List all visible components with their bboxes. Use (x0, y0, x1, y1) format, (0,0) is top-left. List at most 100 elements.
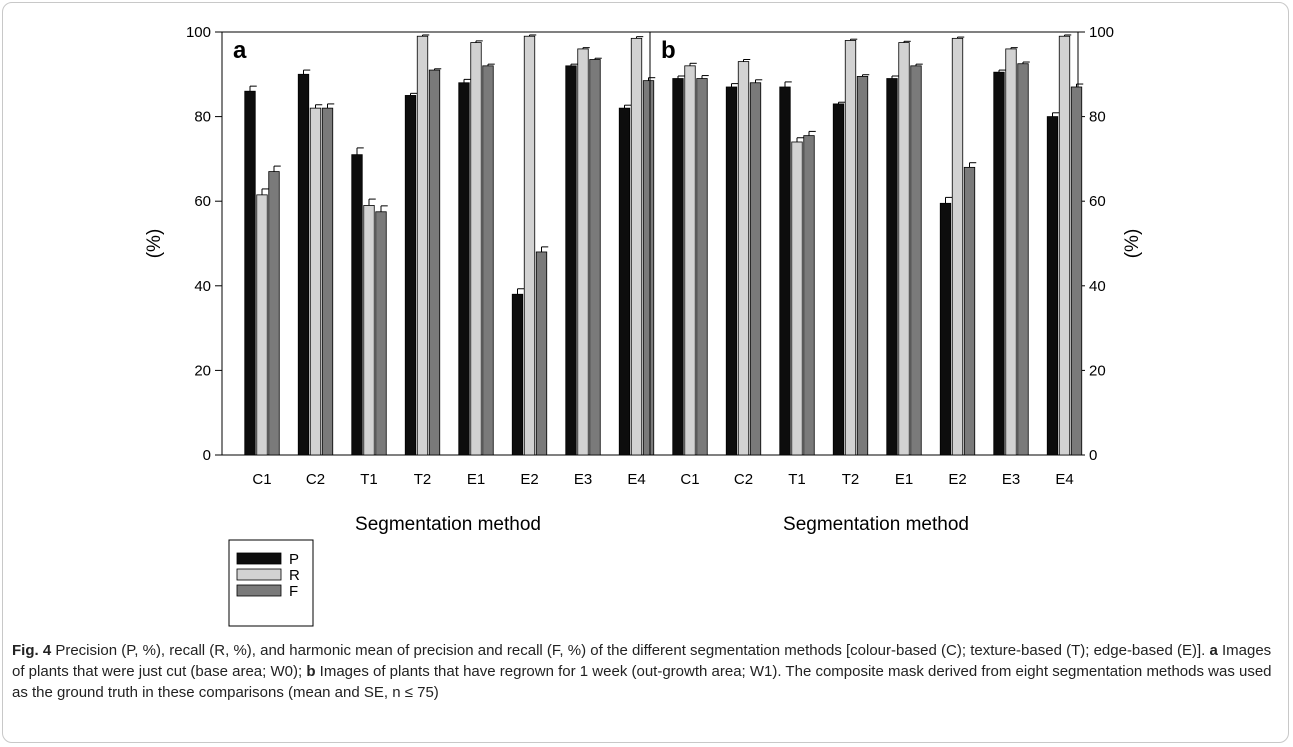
x-tick-label-E3: E3 (574, 471, 592, 488)
bar-R-C1 (256, 194, 268, 456)
x-tick-label-C2: C2 (734, 471, 753, 488)
y-tick-label: 0 (203, 447, 211, 464)
x-tick-label-T1: T1 (788, 471, 806, 488)
bar-F-T1 (375, 211, 387, 456)
bar-F-E1 (910, 65, 922, 456)
x-tick-label-E4: E4 (627, 471, 645, 488)
bar-R-E3 (1005, 48, 1017, 456)
bar-R-E1 (470, 42, 482, 456)
y-tick-label: 40 (1089, 278, 1106, 295)
legend-swatch-P (236, 552, 282, 565)
legend-label-R: R (289, 567, 300, 584)
bar-R-T2 (416, 35, 429, 456)
legend: PRF (228, 539, 314, 627)
bar-F-T1 (803, 135, 815, 456)
x-tick-label-C1: C1 (252, 471, 271, 488)
y-tick-label: 40 (194, 278, 211, 295)
bar-P-E3 (565, 65, 577, 456)
y-axis-title: (%) (1122, 229, 1143, 259)
bar-F-E4 (642, 80, 655, 456)
x-tick-label-E2: E2 (520, 471, 538, 488)
bar-P-C1 (244, 90, 256, 456)
legend-label-P: P (289, 551, 299, 568)
x-tick-label-C2: C2 (306, 471, 325, 488)
x-tick-label-E3: E3 (1002, 471, 1020, 488)
bar-R-C2 (309, 107, 322, 456)
bar-F-E2 (963, 166, 976, 456)
legend-label-F: F (289, 583, 298, 600)
bar-P-T2 (404, 95, 417, 456)
x-tick-label-E2: E2 (948, 471, 966, 488)
bar-R-C1 (684, 65, 696, 456)
bar-F-C1 (268, 171, 280, 456)
panel-letter-a: a (233, 37, 247, 64)
y-tick-label: 60 (1089, 193, 1106, 210)
panel-a: a 0 20 40 60 80 100 (%) C1 C2 T1 T2 E1 E2 E3 E4 Segmenta… (144, 24, 656, 535)
caption-panel-a: a (1209, 642, 1218, 659)
legend-swatch-F (236, 584, 282, 597)
x-tick-label-T1: T1 (360, 471, 378, 488)
bar-F-T2 (856, 76, 869, 456)
bar-P-E4 (1046, 116, 1059, 456)
bar-F-E2 (535, 251, 548, 456)
bar-P-E2 (939, 202, 952, 456)
x-axis-title: Segmentation method (355, 514, 541, 535)
panel-b: b 0 20 40 60 80 100 (%) C1 C2 T1 T2 E1 E2 E3 E4 Segmenta… (649, 24, 1143, 535)
legend-swatch-R (236, 568, 282, 581)
y-tick-label: 0 (1089, 447, 1097, 464)
bar-F-E1 (482, 65, 494, 456)
bar-R-E2 (951, 37, 964, 456)
bar-P-E1 (458, 82, 470, 456)
bar-P-E3 (993, 71, 1005, 456)
bar-P-T2 (832, 103, 845, 456)
y-tick-label: 60 (194, 193, 211, 210)
caption-text-2: Images of plants that were just cut (bas… (12, 642, 1272, 680)
x-tick-label-T2: T2 (414, 471, 432, 488)
bar-R-C2 (737, 61, 750, 456)
caption-text-3: Images of plants that have regrown for 1… (12, 663, 1272, 701)
panel-letter-b: b (661, 37, 676, 64)
bar-F-T2 (428, 69, 441, 456)
y-tick-label: 80 (194, 109, 211, 126)
y-axis-title: (%) (144, 229, 165, 259)
bar-R-E4 (1058, 35, 1071, 456)
y-tick-label: 100 (186, 24, 211, 41)
figure-caption: Fig. 4 Precision (P, %), recall (R, %), … (12, 640, 1277, 703)
x-tick-label-T2: T2 (842, 471, 860, 488)
y-tick-label: 20 (1089, 362, 1106, 379)
x-tick-label-E4: E4 (1055, 471, 1073, 488)
bar-P-C2 (725, 86, 738, 456)
x-tick-label-E1: E1 (895, 471, 913, 488)
bar-P-T1 (779, 86, 791, 456)
bar-F-C2 (321, 107, 334, 456)
bar-R-E4 (630, 37, 643, 456)
caption-panel-b: b (306, 663, 316, 680)
bar-P-C1 (672, 78, 684, 456)
x-axis-title: Segmentation method (783, 514, 969, 535)
caption-text-1: Precision (P, %), recall (R, %), and har… (51, 642, 1210, 659)
bar-R-E3 (577, 48, 589, 456)
bar-P-T1 (351, 154, 363, 456)
bar-F-C1 (696, 78, 708, 456)
bar-F-E3 (589, 59, 601, 456)
bar-R-E1 (898, 42, 910, 456)
bar-P-E2 (511, 293, 524, 456)
chart-figure: a 0 20 40 60 80 100 (%) C1 C2 T1 T2 E1 E2 E3 E4 Segmenta… (144, 24, 1143, 627)
caption-fig-label: Fig. 4 (12, 642, 52, 659)
x-tick-label-C1: C1 (680, 471, 699, 488)
bar-R-T1 (363, 205, 375, 456)
bar-R-E2 (523, 35, 536, 456)
bar-P-E1 (886, 78, 898, 456)
bar-F-E4 (1070, 86, 1083, 456)
bar-R-T1 (791, 141, 803, 456)
bar-F-C2 (749, 82, 762, 456)
x-tick-label-E1: E1 (467, 471, 485, 488)
bar-P-C2 (297, 73, 310, 456)
y-tick-label: 100 (1089, 24, 1114, 41)
bar-F-E3 (1017, 63, 1029, 456)
y-tick-label: 20 (194, 362, 211, 379)
y-tick-label: 80 (1089, 109, 1106, 126)
bar-P-E4 (618, 107, 631, 456)
bar-R-T2 (844, 40, 857, 456)
